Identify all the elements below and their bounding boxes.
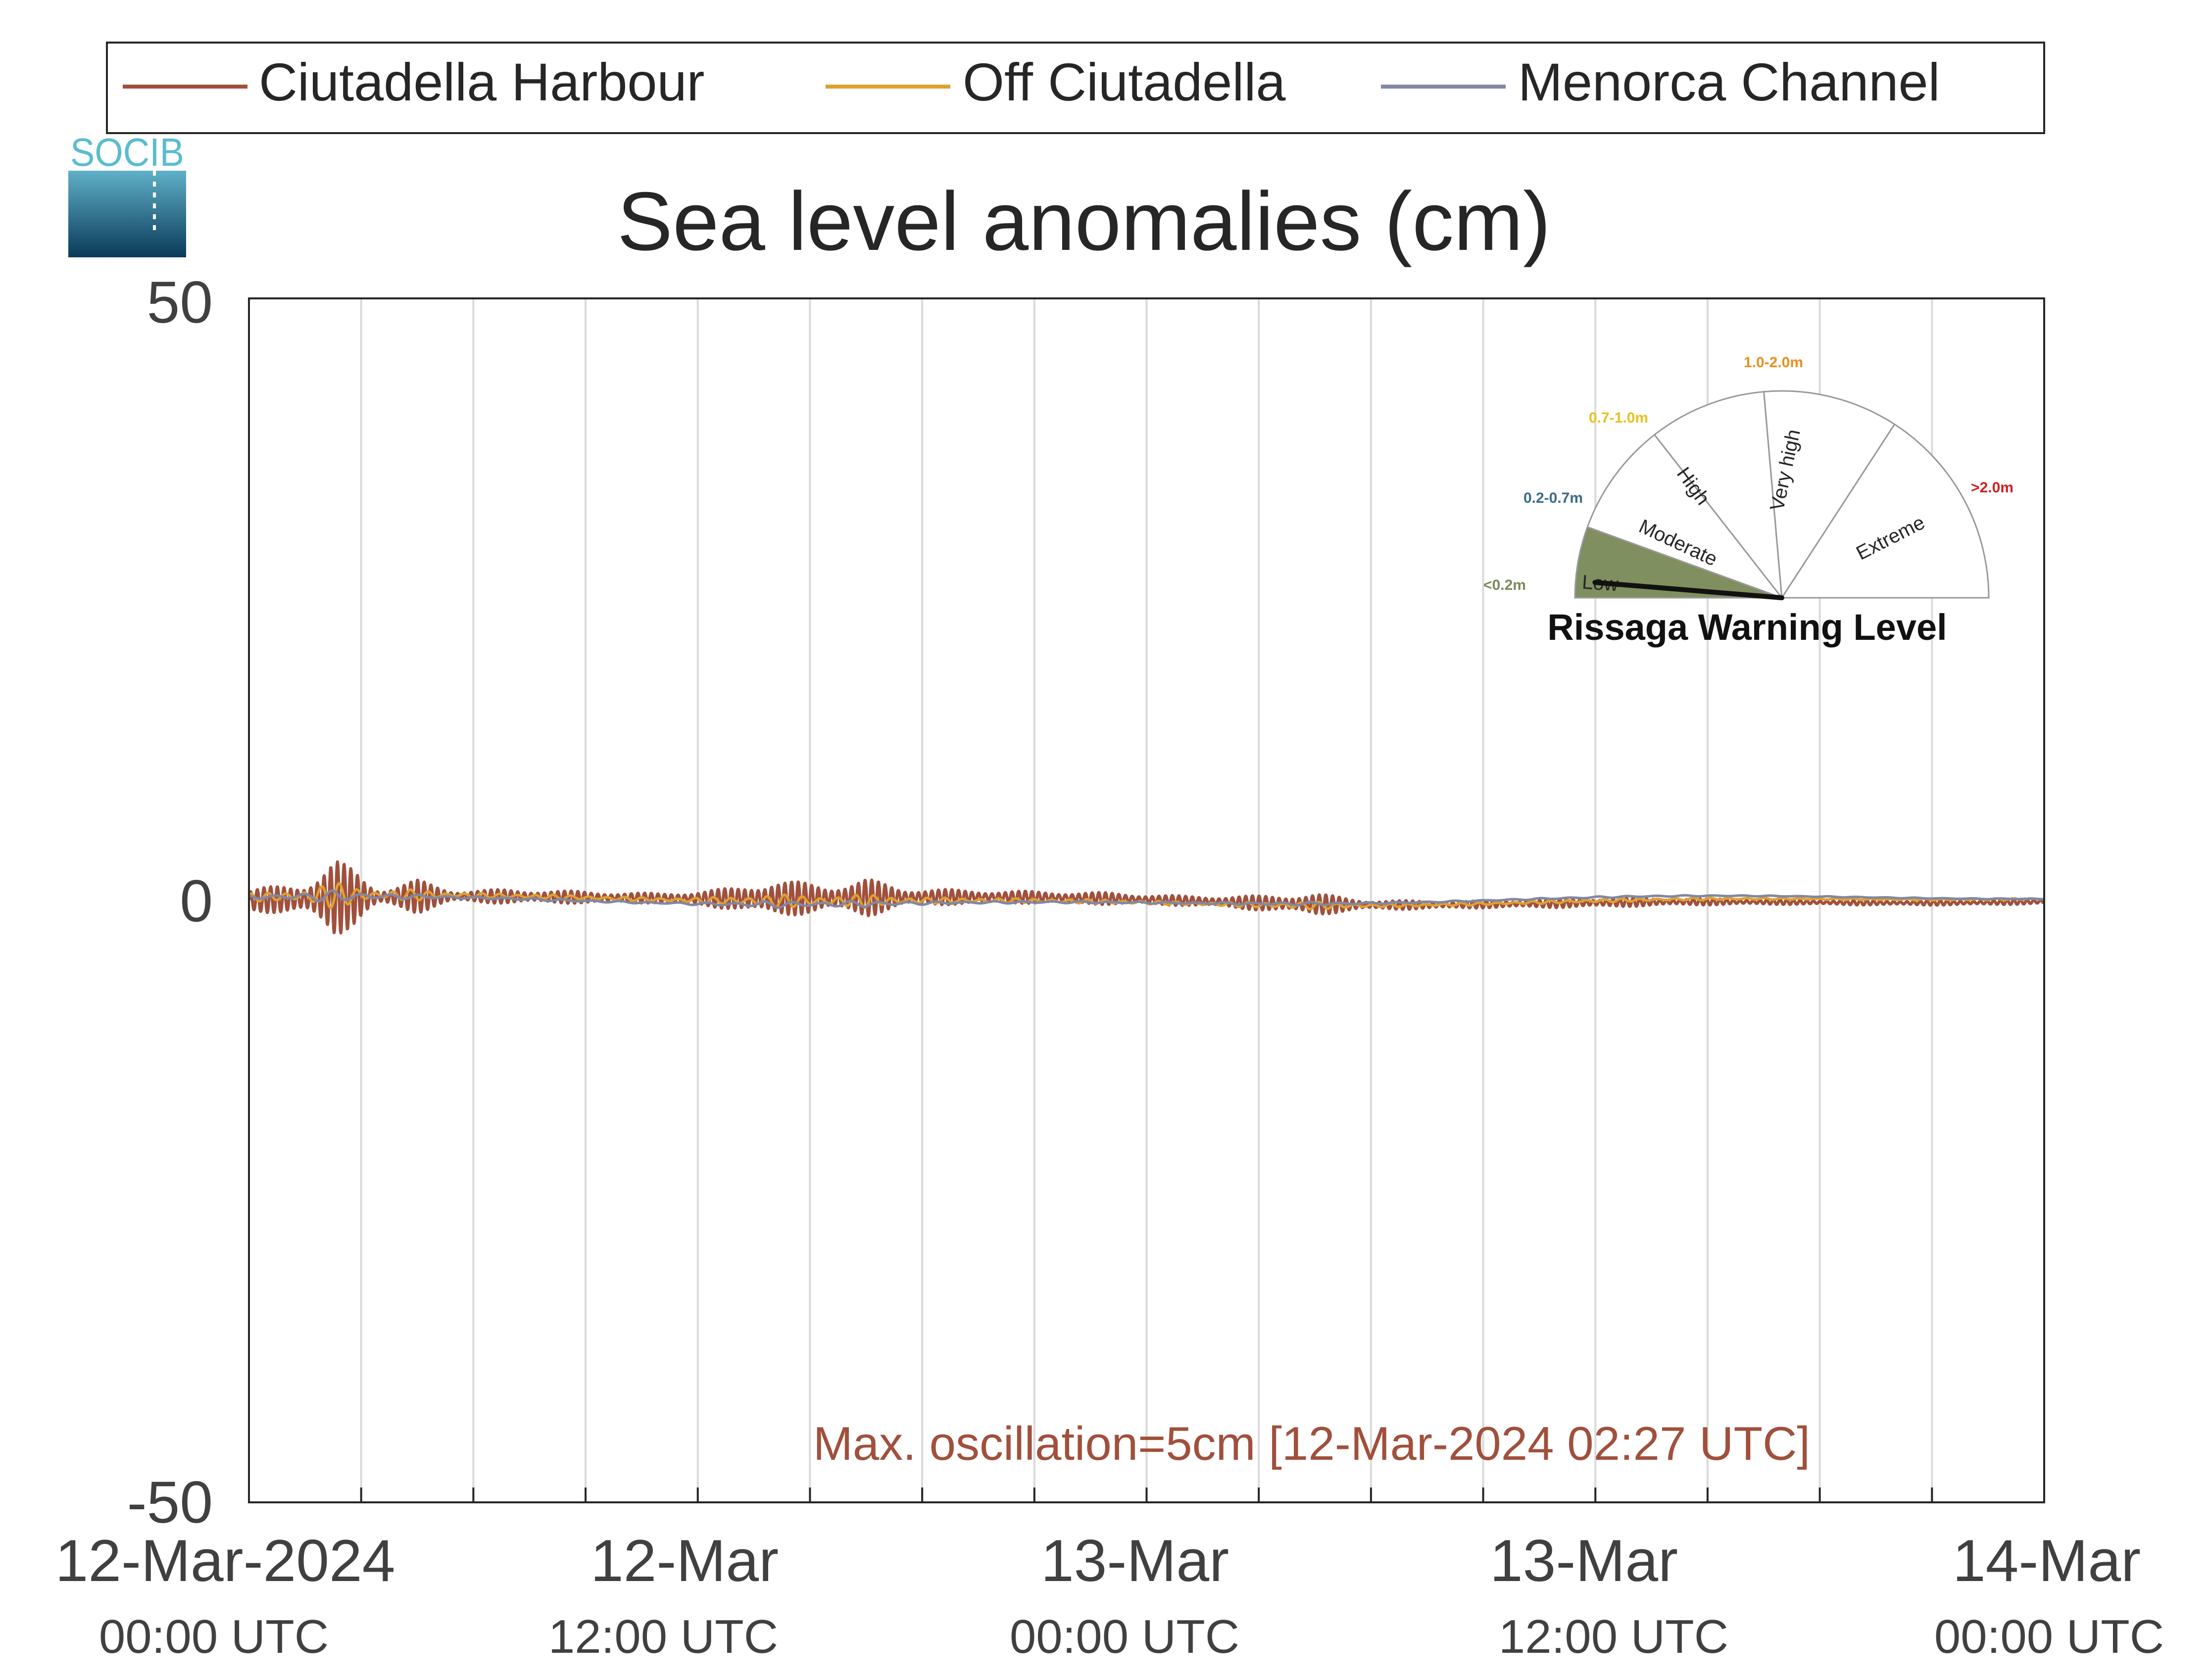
gauge-range-very-high: 1.0-2.0m [1744,354,1803,371]
legend-label-ciutadella-harbour: Ciutadella Harbour [259,52,705,112]
y-tick-label-0: 0 [180,868,213,934]
y-tick-label-minus-50: -50 [127,1469,213,1536]
legend-label-off-ciutadella: Off Ciutadella [963,52,1286,112]
x-tick-label-time-1: 12:00 UTC [548,1610,778,1663]
x-tick-label-day-4: 14-Mar [1953,1528,2141,1594]
gauge-title: Rissaga Warning Level [1547,607,1947,648]
logo-text: SOCIB [70,130,184,174]
gauge-range-extreme: >2.0m [1971,480,2013,496]
gauge-range-high: 0.7-1.0m [1589,410,1648,426]
legend: Ciutadella Harbour Off Ciutadella Menorc… [106,42,2045,134]
x-tick-label-day-2: 13-Mar [1041,1528,1229,1594]
gauge-sector-extreme [1780,423,1990,599]
x-tick-label-time-4: 00:00 UTC [1934,1610,2164,1663]
max-oscillation-annotation: Max. oscillation=5cm [12-Mar-2024 02:27 … [813,1417,1810,1470]
gauge-range-low: <0.2m [1483,577,1526,593]
x-tick-label-time-0: 00:00 UTC [99,1610,329,1663]
socib-logo: SOCIB [68,130,186,257]
gauge-range-moderate: 0.2-0.7m [1523,490,1583,506]
series-line-menorca-channel [249,889,2044,909]
gauge-sector-high [1653,390,1783,600]
x-tick-label-day-0: 12-Mar-2024 [55,1528,395,1594]
legend-box [106,42,2045,134]
y-tick-label-50: 50 [147,269,213,336]
chart-title: Sea level anomalies (cm) [617,175,1551,268]
gauge-needle [1592,580,1784,600]
x-tick-label-time-3: 12:00 UTC [1499,1610,1728,1663]
gauge-sector-very-high [1763,390,1896,600]
series-group [249,860,2044,935]
x-tick-label-day-1: 12-Mar [590,1528,779,1594]
x-tick-label-time-2: 00:00 UTC [1010,1610,1239,1663]
x-tick-marks [248,1488,2045,1502]
logo-wave-block [68,171,186,257]
legend-label-menorca-channel: Menorca Channel [1518,52,1940,112]
gauge-sector-low [1574,526,1782,599]
x-tick-label-day-3: 13-Mar [1490,1528,1678,1594]
gauge-sector-moderate [1586,433,1784,600]
x-tick-labels: 12-Mar-2024 00:00 UTC 12-Mar 12:00 UTC 1… [55,1528,2164,1663]
rissaga-warning-gauge: Low Moderate High Very high Extreme <0.2… [1483,354,2013,648]
